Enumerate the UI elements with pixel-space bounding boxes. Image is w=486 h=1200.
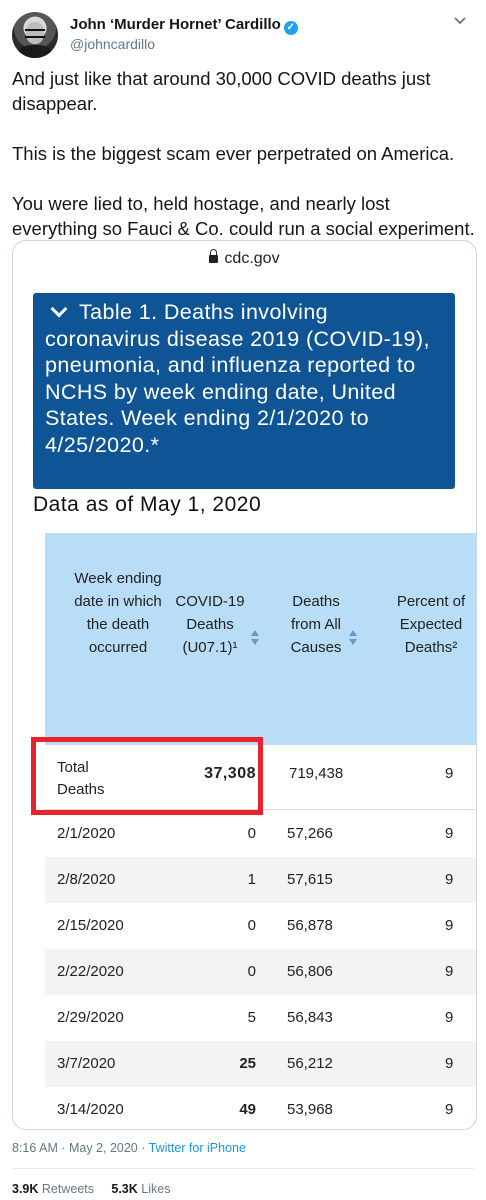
table-row: 2/22/2020 0 56,806 9: [45, 949, 476, 995]
tweet-stats: 3.9K Retweets 5.3K Likes: [12, 1182, 170, 1196]
table-header: Week ending date in which the death occu…: [45, 533, 476, 745]
table-row: 2/15/2020 0 56,878 9: [57, 917, 454, 934]
total-pct: 9: [445, 765, 454, 782]
url-text: cdc.gov: [224, 250, 280, 267]
header-percent: Percent of Expected Deaths²: [396, 593, 466, 656]
highlight-box: [31, 737, 263, 815]
total-all: 719,438: [289, 765, 344, 782]
source-link[interactable]: Twitter for iPhone: [148, 1141, 246, 1155]
table-row: 3/14/2020 49 53,968 9: [57, 1101, 454, 1118]
attached-image-card[interactable]: cdc.gov Table 1. Deaths involving corona…: [12, 240, 477, 1130]
divider: [12, 1168, 474, 1169]
header-covid: COVID-19 Deaths (U07.1)¹: [175, 593, 245, 656]
lock-icon: [209, 249, 219, 263]
retweets-stat[interactable]: 3.9K Retweets: [12, 1182, 94, 1196]
sort-icon[interactable]: [348, 630, 358, 648]
table-row: 2/1/2020 0 57,266 9: [57, 825, 454, 842]
total-covid: 37,308: [204, 765, 256, 782]
table-row: 2/8/2020 1 57,615 9: [45, 857, 476, 903]
tweet-text: And just like that around 30,000 COVID d…: [12, 68, 475, 239]
url-bar: cdc.gov: [13, 241, 476, 277]
likes-stat[interactable]: 5.3K Likes: [111, 1182, 171, 1196]
avatar[interactable]: [12, 12, 58, 58]
table-title: Table 1. Deaths involving coronavirus di…: [33, 293, 455, 489]
tweet-header: John ‘Murder Hornet’ Cardillo ✓ @johncard…: [12, 10, 474, 60]
header-all-causes: Deaths from All Causes: [290, 593, 342, 656]
author-name[interactable]: John ‘Murder Hornet’ Cardillo ✓: [70, 16, 298, 35]
chevron-down-icon[interactable]: [452, 12, 468, 28]
caret-down-icon: [50, 300, 68, 318]
author-handle[interactable]: @johncardillo: [70, 36, 156, 52]
verified-badge-icon: ✓: [283, 21, 298, 35]
tweet-timestamp: 8:16 AM · May 2, 2020 · Twitter for iPho…: [12, 1141, 246, 1155]
total-label: Total Deaths: [57, 759, 105, 798]
header-week: Week ending date in which the death occu…: [74, 570, 162, 656]
sort-icon[interactable]: [250, 630, 260, 648]
table-row: 2/29/2020 5 56,843 9: [57, 1009, 454, 1026]
data-as-of: Data as of May 1, 2020: [33, 493, 262, 516]
table-row: 3/7/2020 25 56,212 9: [45, 1041, 476, 1087]
